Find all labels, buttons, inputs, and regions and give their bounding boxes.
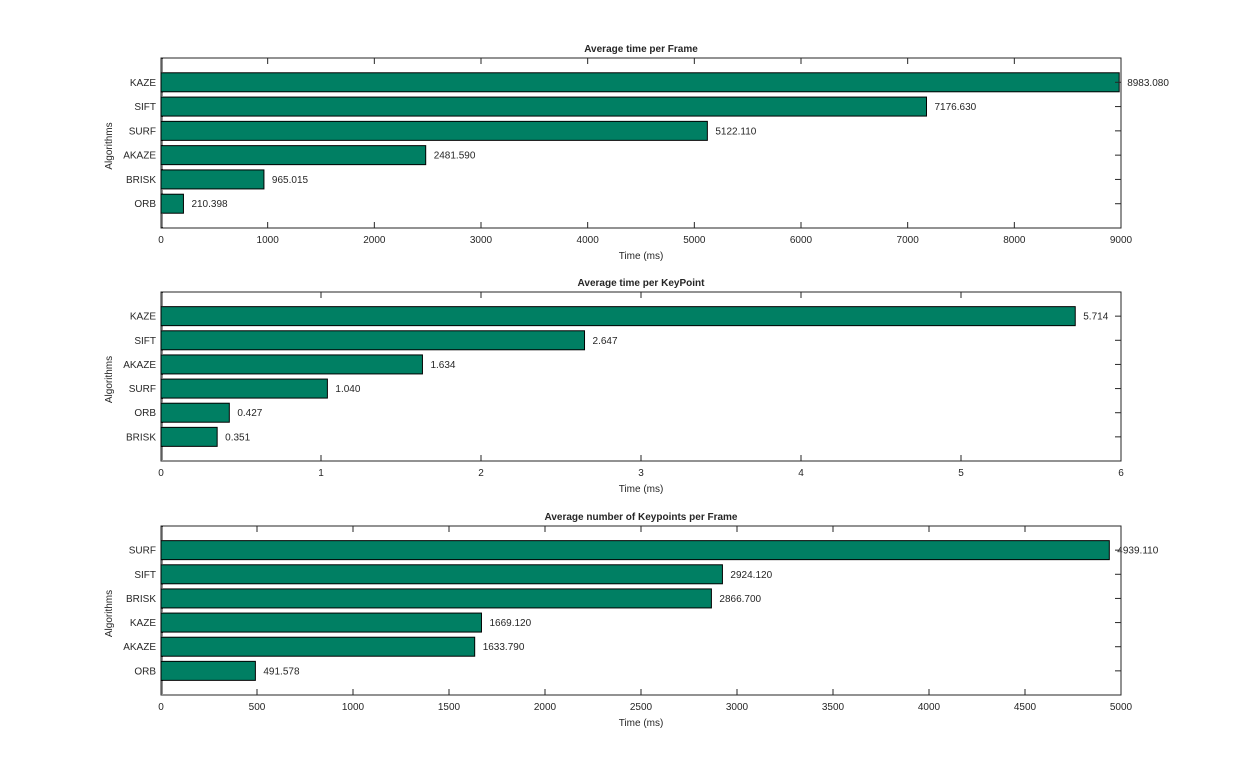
x-tick-label: 9000 xyxy=(1110,235,1133,246)
data-label: 2924.120 xyxy=(730,570,772,581)
bar xyxy=(160,120,708,141)
y-tick-label: KAZE xyxy=(130,78,156,89)
x-axis-label: Time (ms) xyxy=(619,251,664,262)
x-tick-label: 5000 xyxy=(1110,702,1133,713)
data-label: 965.015 xyxy=(272,175,309,186)
y-axis-label: Algorithms xyxy=(104,590,115,637)
bar xyxy=(160,636,476,657)
x-tick-label: 1000 xyxy=(342,702,365,713)
bar xyxy=(160,402,230,423)
x-tick-label: 4000 xyxy=(577,235,600,246)
x-tick-label: 7000 xyxy=(897,235,920,246)
bar xyxy=(160,169,265,190)
y-axis-label: Algorithms xyxy=(104,122,115,169)
data-label: 4939.110 xyxy=(1117,546,1158,557)
data-label: 1669.120 xyxy=(489,618,531,629)
x-tick-label: 1 xyxy=(318,468,324,479)
y-tick-label: SIFT xyxy=(134,570,156,581)
x-tick-label: 3500 xyxy=(822,702,845,713)
y-tick-label: AKAZE xyxy=(123,642,156,653)
bar xyxy=(160,564,723,585)
x-tick-label: 0 xyxy=(158,702,164,713)
data-label: 210.398 xyxy=(191,199,228,210)
x-tick-label: 5000 xyxy=(683,235,706,246)
bar xyxy=(160,426,218,447)
x-tick-label: 2000 xyxy=(534,702,557,713)
bar xyxy=(160,660,256,681)
y-tick-label: BRISK xyxy=(126,594,156,605)
bar xyxy=(160,72,1120,93)
chart-title: Average time per Frame xyxy=(584,44,698,55)
x-tick-label: 1500 xyxy=(438,702,461,713)
y-tick-label: SIFT xyxy=(134,102,156,113)
chart-panel-2: Average time per KeyPoint KAZE 5.714 SIFT 2.… xyxy=(104,278,1124,495)
bar xyxy=(160,588,712,609)
bar xyxy=(160,612,482,633)
x-tick-label: 4 xyxy=(798,468,804,479)
bar xyxy=(160,193,184,214)
data-label: 0.351 xyxy=(225,432,250,443)
bar xyxy=(160,330,586,351)
y-tick-label: BRISK xyxy=(126,432,156,443)
y-tick-label: SURF xyxy=(129,546,156,557)
x-tick-label: 2 xyxy=(478,468,484,479)
data-label: 2481.590 xyxy=(434,151,476,162)
y-tick-label: SURF xyxy=(129,126,156,137)
x-tick-label: 4000 xyxy=(918,702,941,713)
data-label: 2.647 xyxy=(593,336,618,347)
chart-panel-1: Average time per Frame KAZE 8983.080 SIFT 71… xyxy=(104,44,1169,262)
data-label: 7176.630 xyxy=(935,102,977,113)
x-tick-label: 3000 xyxy=(470,235,493,246)
data-label: 1.040 xyxy=(335,384,360,395)
y-tick-label: ORB xyxy=(134,666,156,677)
data-label: 8983.080 xyxy=(1127,78,1169,89)
bar xyxy=(160,306,1076,327)
x-tick-label: 8000 xyxy=(1003,235,1026,246)
bar xyxy=(160,96,928,117)
x-tick-label: 3 xyxy=(638,468,644,479)
bar xyxy=(160,378,328,399)
x-tick-label: 500 xyxy=(249,702,266,713)
bar xyxy=(160,145,427,166)
x-tick-label: 1000 xyxy=(257,235,280,246)
y-tick-label: SURF xyxy=(129,384,156,395)
x-tick-label: 0 xyxy=(158,468,164,479)
chart-title: Average time per KeyPoint xyxy=(578,278,706,289)
data-label: 1.634 xyxy=(430,360,455,371)
data-label: 5122.110 xyxy=(715,126,756,137)
y-tick-label: AKAZE xyxy=(123,151,156,162)
y-axis-label: Algorithms xyxy=(104,356,115,403)
y-tick-label: KAZE xyxy=(130,312,156,323)
y-tick-label: SIFT xyxy=(134,336,156,347)
x-tick-label: 5 xyxy=(958,468,964,479)
y-tick-label: ORB xyxy=(134,199,156,210)
y-tick-label: BRISK xyxy=(126,175,156,186)
x-tick-label: 2000 xyxy=(363,235,386,246)
y-tick-label: AKAZE xyxy=(123,360,156,371)
x-tick-label: 4500 xyxy=(1014,702,1037,713)
x-tick-label: 3000 xyxy=(726,702,749,713)
data-label: 491.578 xyxy=(263,666,300,677)
bar xyxy=(160,540,1110,561)
data-label: 2866.700 xyxy=(719,594,761,605)
data-label: 5.714 xyxy=(1083,312,1108,323)
chart-title: Average number of Keypoints per Frame xyxy=(544,512,737,523)
y-tick-label: KAZE xyxy=(130,618,156,629)
x-tick-label: 6000 xyxy=(790,235,813,246)
data-label: 0.427 xyxy=(237,408,262,419)
x-axis-label: Time (ms) xyxy=(619,718,664,729)
x-tick-label: 6 xyxy=(1118,468,1124,479)
y-tick-label: ORB xyxy=(134,408,156,419)
bar xyxy=(160,354,423,375)
chart-panel-3: Average number of Keypoints per Frame SUR… xyxy=(104,512,1159,729)
data-label: 1633.790 xyxy=(483,642,525,653)
x-axis-label: Time (ms) xyxy=(619,484,664,495)
x-tick-label: 0 xyxy=(158,235,164,246)
x-tick-label: 2500 xyxy=(630,702,653,713)
